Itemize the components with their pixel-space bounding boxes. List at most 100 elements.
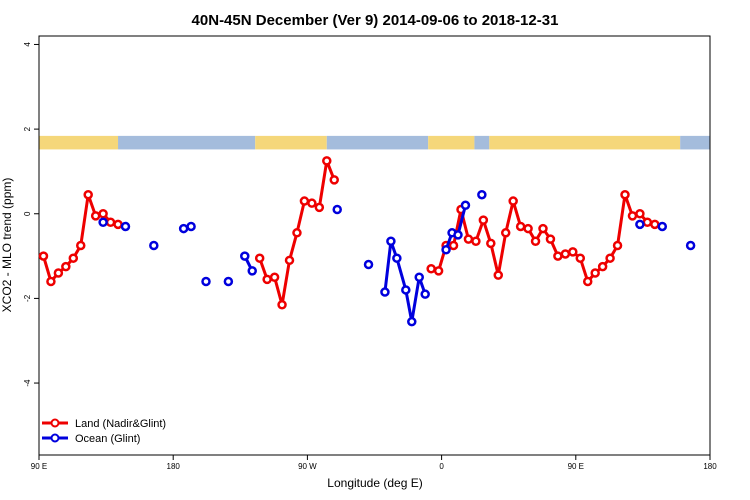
series-0-point-29 [478, 215, 489, 225]
series-1-point-6 [223, 276, 234, 287]
series-0-point-21 [329, 175, 339, 185]
series-1-point-8 [247, 266, 257, 276]
series-0-point-27 [463, 234, 474, 244]
series-0-point-49 [627, 211, 638, 221]
series-1-point-3 [178, 223, 189, 234]
series-0-point-9 [105, 217, 116, 227]
series-0-point-5 [76, 240, 86, 251]
x-tick-label-0: 90 E [31, 462, 47, 471]
series-0-point-34 [515, 221, 526, 232]
series-0-point-20 [322, 156, 332, 166]
series-0-point-37 [538, 223, 548, 234]
band-land-segment-2 [255, 135, 327, 150]
band-ocean-segment-5 [474, 135, 490, 150]
series-0-point-42 [575, 253, 586, 263]
series-1-point-5 [201, 276, 211, 287]
series-0-point-1 [46, 276, 56, 287]
series-0-point-18 [307, 198, 317, 208]
series-1-point-21 [460, 200, 471, 211]
y-tick-label-0: -4 [23, 379, 32, 387]
series-0 [38, 156, 660, 310]
series-0-point-13 [269, 272, 280, 282]
series-1-point-11 [380, 287, 390, 297]
series-0-point-11 [254, 253, 265, 263]
series-0-point-22 [426, 264, 436, 274]
series-0-point-6 [83, 189, 93, 200]
series-1-point-20 [453, 230, 463, 240]
series-0-point-15 [284, 255, 295, 266]
series-1-point-15 [407, 316, 417, 327]
series-group [38, 156, 696, 327]
series-0-point-38 [545, 234, 556, 244]
series-1-point-4 [186, 221, 196, 232]
series-0-point-47 [612, 240, 623, 251]
series-0-point-16 [292, 228, 302, 238]
plot-frame [38, 35, 711, 456]
x-tick-label-3: 0 [439, 462, 444, 471]
band-ocean-segment-7 [680, 135, 710, 150]
series-0-point-0 [38, 251, 49, 261]
series-0-point-44 [590, 268, 600, 278]
series-0-point-2 [53, 268, 64, 278]
series-0-point-39 [553, 251, 563, 261]
series-0-point-7 [90, 211, 101, 221]
legend: Land (Nadir&Glint) Ocean (Glint) [42, 418, 166, 445]
series-0-point-8 [98, 209, 108, 219]
series-1-point-10 [363, 259, 374, 270]
x-tick-label-1: 180 [167, 462, 181, 471]
y-tick-label-4: 4 [23, 42, 32, 47]
series-0-point-43 [582, 276, 593, 287]
band-land-segment-0 [39, 135, 119, 150]
band-ocean-segment-1 [118, 135, 256, 150]
series-0-point-17 [299, 196, 310, 206]
series-0-line-0 [42, 193, 119, 283]
y-tick-label-3: 2 [23, 126, 32, 131]
legend-ocean-marker [50, 433, 60, 443]
land-ocean-band [39, 135, 710, 150]
series-1-point-1 [120, 221, 131, 232]
band-land-segment-4 [428, 135, 475, 150]
series-0-point-14 [277, 300, 287, 310]
series-0-point-32 [500, 228, 511, 238]
series-0-point-52 [650, 219, 660, 230]
series-0-point-3 [61, 261, 71, 272]
series-1-point-7 [240, 251, 250, 261]
series-1-point-23 [635, 219, 645, 230]
series-1-point-0 [98, 217, 108, 227]
band-ocean-segment-3 [326, 135, 429, 150]
legend-land-marker [50, 418, 60, 428]
series-0-point-10 [113, 219, 123, 230]
series-0-point-30 [486, 238, 496, 249]
series-0-point-35 [523, 223, 533, 234]
band-land-segment-6 [489, 135, 681, 150]
series-0-point-41 [568, 247, 578, 257]
series-0-point-48 [620, 189, 630, 200]
series-0-point-45 [597, 261, 608, 272]
y-tick-label-1: -2 [23, 294, 32, 302]
series-0-point-25 [448, 240, 459, 251]
x-axis: 90 E 180 90 W 0 90 E 180 [31, 455, 717, 471]
series-1 [98, 189, 696, 327]
x-axis-label: Longitude (deg E) [327, 476, 422, 490]
x-tick-label-4: 90 E [568, 462, 584, 471]
series-1-point-18 [441, 244, 451, 255]
series-0-point-51 [642, 217, 653, 227]
series-1-point-13 [392, 253, 402, 263]
series-0-point-33 [508, 196, 518, 206]
series-0-point-40 [560, 249, 571, 259]
series-1-point-2 [149, 240, 159, 251]
series-0-point-36 [530, 236, 541, 247]
series-1-point-25 [685, 240, 696, 251]
series-0-point-4 [68, 253, 79, 263]
legend-ocean-label: Ocean (Glint) [75, 433, 140, 445]
series-0-point-50 [635, 209, 645, 219]
series-1-point-14 [401, 285, 411, 295]
series-1-point-16 [414, 272, 424, 282]
chart-title: 40N-45N December (Ver 9) 2014-09-06 to 2… [192, 12, 559, 29]
series-0-point-28 [471, 236, 481, 247]
y-axis-label: XCO2 - MLO trend (ppm) [0, 178, 14, 313]
series-1-point-24 [657, 221, 668, 232]
y-axis: -4 -2 0 2 4 [23, 42, 39, 387]
series-1-point-12 [386, 236, 396, 247]
